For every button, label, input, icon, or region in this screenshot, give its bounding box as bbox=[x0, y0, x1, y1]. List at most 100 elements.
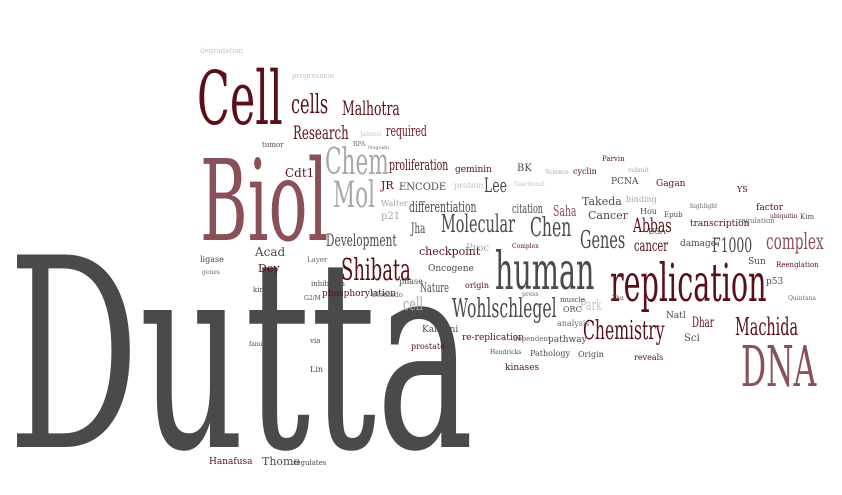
word-degradation-text: degradation bbox=[200, 47, 244, 55]
word-kinases-text: kinases bbox=[505, 363, 540, 373]
word-zhu-text: Zhu bbox=[612, 295, 624, 302]
word-machida: Machida bbox=[735, 315, 840, 339]
word-biol-text: Biol bbox=[200, 137, 329, 267]
word-kinase: kinase bbox=[253, 287, 276, 294]
word-ligase: ligase bbox=[200, 256, 224, 264]
word-pathway-text: pathway bbox=[548, 335, 587, 345]
word-gagan: Gagan bbox=[656, 180, 685, 189]
word-cell-lower: cell bbox=[403, 296, 435, 314]
word-development-text: Development bbox=[326, 231, 397, 251]
word-cdt1-text: Cdt1 bbox=[285, 166, 315, 180]
word-karnani: Karnani bbox=[422, 326, 458, 335]
word-malhotra: Malhotra bbox=[342, 98, 435, 118]
word-complex-cap: Complex bbox=[512, 244, 539, 250]
word-muscle: muscle bbox=[560, 297, 585, 304]
word-molecular: Molecular bbox=[441, 212, 564, 236]
word-nogoshi-text: Nogoshi bbox=[368, 145, 389, 151]
word-pathway: pathway bbox=[548, 336, 587, 345]
word-ulomado-text: Ulomado bbox=[371, 291, 403, 299]
word-functional-text: functional bbox=[514, 181, 545, 188]
word-encode: ENCODE bbox=[399, 183, 446, 193]
word-required-text: required bbox=[386, 122, 427, 140]
word-thome: Thome bbox=[262, 456, 300, 467]
word-wohlschlegel-text: Wohlschlegel bbox=[452, 294, 557, 324]
word-chem: Chem bbox=[325, 145, 431, 181]
word-cdt1: Cdt1 bbox=[285, 167, 314, 179]
word-cyclin-text: cyclin bbox=[573, 167, 597, 176]
word-proliferation: proliferation bbox=[389, 158, 484, 173]
word-origin2: Origin bbox=[578, 351, 604, 359]
word-p21: p21 bbox=[381, 212, 400, 222]
word-f1000-text: F1000 bbox=[712, 233, 753, 257]
word-kinases: kinases bbox=[505, 364, 539, 373]
word-lee-text: Lee bbox=[484, 173, 507, 197]
word-g2m-text: G2/M bbox=[304, 295, 321, 302]
word-chen: Chen bbox=[530, 215, 599, 241]
word-lin: Lin bbox=[310, 366, 323, 374]
word-shibata: Shibata bbox=[341, 256, 458, 286]
word-factor: factor bbox=[756, 204, 783, 213]
word-reenglation: Reenglation bbox=[776, 262, 819, 269]
word-walter: Walter bbox=[381, 200, 408, 208]
word-layer: Layer bbox=[307, 257, 327, 264]
word-science-text: Science bbox=[545, 169, 569, 176]
word-damage: damage bbox=[680, 240, 716, 249]
word-quintana-text: Quintana bbox=[788, 295, 816, 302]
word-genes: Genes bbox=[580, 228, 655, 252]
word-pcna: PCNA bbox=[611, 178, 638, 187]
word-analysis-text: analysis bbox=[557, 319, 590, 328]
word-required: required bbox=[386, 124, 452, 139]
word-ys-text: YS bbox=[737, 185, 748, 194]
word-dependent: dependent bbox=[513, 336, 551, 343]
word-acad: Acad bbox=[255, 246, 285, 258]
word-regulates-text: regulates bbox=[293, 459, 327, 467]
word-cancer: cancer bbox=[634, 238, 689, 254]
word-shibata-text: Shibata bbox=[341, 253, 411, 288]
word-dna-text: DNA bbox=[741, 335, 817, 400]
word-cells-text: cells bbox=[291, 90, 329, 120]
word-ubiquitin: ubiquitin bbox=[770, 214, 797, 220]
word-differentiation-text: differentiation bbox=[409, 198, 477, 216]
word-kim: Kim bbox=[800, 214, 814, 221]
word-reveals-text: reveals bbox=[634, 353, 664, 362]
word-mol-text: Mol bbox=[333, 175, 376, 216]
word-ulomado: Ulomado bbox=[371, 292, 403, 299]
word-oncogene-text: Oncogene bbox=[428, 264, 474, 274]
word-abbas-text: Abbas bbox=[633, 213, 672, 237]
word-parvin: Parvin bbox=[602, 156, 625, 163]
word-jr-text: JR bbox=[381, 179, 394, 192]
word-orc-text: ORC bbox=[563, 305, 582, 314]
word-checkpoint-text: checkpoint bbox=[419, 245, 481, 258]
word-lee: Lee bbox=[484, 175, 521, 195]
word-park: Park bbox=[580, 298, 615, 313]
word-nature: Nature bbox=[420, 282, 467, 295]
word-functional: functional bbox=[514, 182, 545, 188]
word-submit: submit bbox=[628, 168, 649, 174]
word-wohlschlegel: Wohlschlegel bbox=[452, 296, 626, 322]
word-chen-text: Chen bbox=[530, 213, 572, 243]
word-geminin: geminin bbox=[455, 166, 492, 175]
word-citation-text: citation bbox=[512, 202, 543, 217]
word-development: Development bbox=[326, 233, 440, 250]
word-abbas: Abbas bbox=[633, 215, 695, 235]
word-via-text: via bbox=[310, 337, 321, 345]
word-quintana: Quintana bbox=[788, 296, 816, 302]
word-genes-lc: genes bbox=[202, 270, 220, 276]
word-dependent-text: dependent bbox=[513, 335, 551, 343]
word-phosphorylation-text: phosphorylation bbox=[322, 289, 396, 299]
word-genes-lc-text: genes bbox=[202, 269, 220, 276]
word-differentiation: differentiation bbox=[409, 200, 518, 215]
word-f1000: F1000 bbox=[712, 235, 777, 255]
word-science: Science bbox=[545, 170, 569, 176]
word-bk-text: BK bbox=[517, 163, 532, 174]
word-complex: complex bbox=[766, 232, 842, 254]
word-regulation-text: regulation bbox=[738, 217, 775, 225]
word-hou-text: Hou bbox=[640, 207, 657, 216]
word-re-replication-text: re-replication bbox=[462, 333, 524, 343]
word-protein: protein bbox=[454, 182, 483, 190]
word-natl-text: Natl bbox=[666, 311, 686, 321]
word-jha-text: Jha bbox=[411, 221, 426, 237]
word-takeda-text: Takeda bbox=[582, 195, 622, 208]
word-p53: p53 bbox=[766, 278, 783, 287]
